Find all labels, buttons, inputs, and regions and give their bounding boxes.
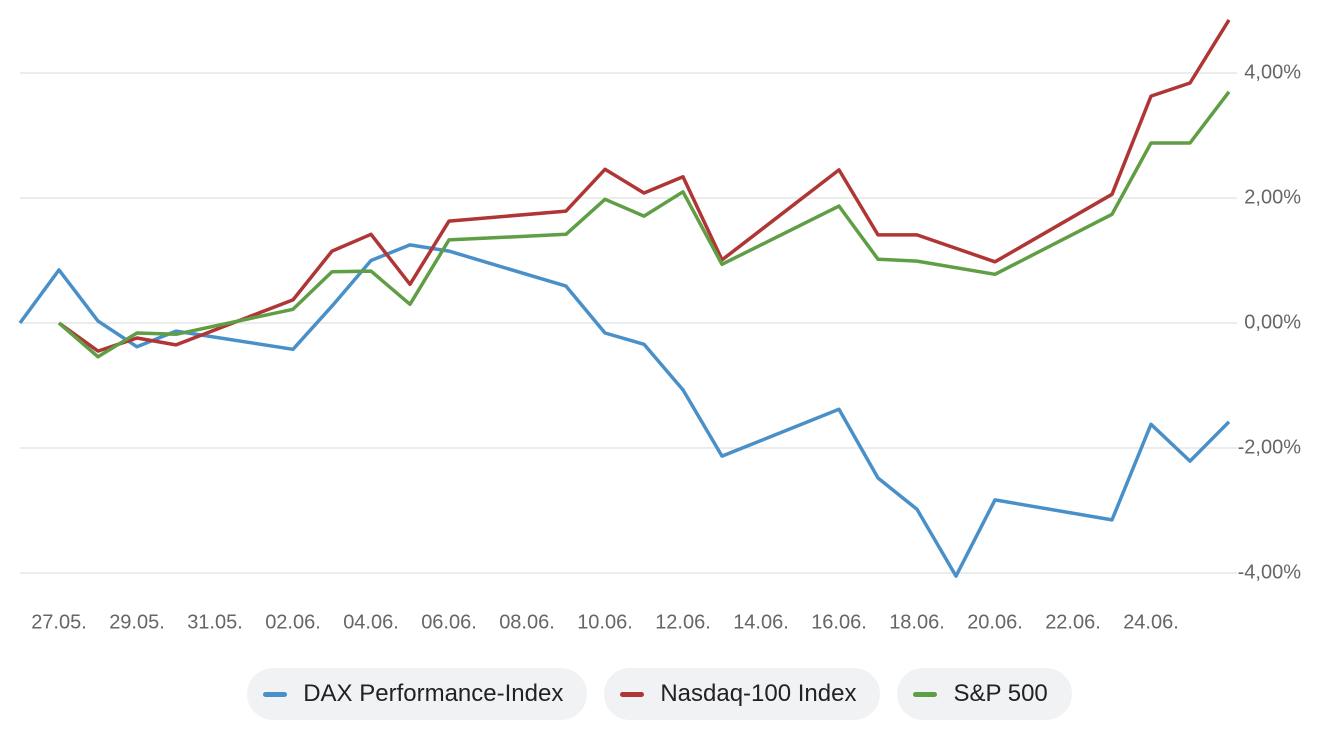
legend-item[interactable]: Nasdaq-100 Index xyxy=(604,668,881,720)
y-tick-label: 0,00% xyxy=(1244,311,1301,333)
x-tick-label: 27.05. xyxy=(31,611,87,633)
legend-item[interactable]: DAX Performance-Index xyxy=(247,668,588,720)
x-tick-label: 10.06. xyxy=(577,611,633,633)
x-tick-label: 24.06. xyxy=(1123,611,1179,633)
x-tick-label: 04.06. xyxy=(343,611,399,633)
series-line xyxy=(57,90,1231,359)
x-tick-label: 12.06. xyxy=(655,611,711,633)
y-tick-label: 4,00% xyxy=(1244,61,1301,83)
x-tick-label: 20.06. xyxy=(967,611,1023,633)
x-tick-label: 02.06. xyxy=(265,611,321,633)
chart: -4,00% -2,00% 0,00% 2,00% 4,00% 27.05. 29.05. 3… xyxy=(18,18,1302,633)
y-tick-label: 2,00% xyxy=(1244,186,1301,208)
x-tick-label: 31.05. xyxy=(187,611,243,633)
x-tick-label: 16.06. xyxy=(811,611,867,633)
x-tick-label: 06.06. xyxy=(421,611,477,633)
y-tick-label: -2,00% xyxy=(1238,436,1302,458)
x-tick-label: 22.06. xyxy=(1045,611,1101,633)
legend-item[interactable]: S&P 500 xyxy=(897,668,1072,720)
x-tick-label: 08.06. xyxy=(499,611,555,633)
legend-swatch xyxy=(913,691,938,697)
legend-label: DAX Performance-Index xyxy=(303,680,564,707)
legend-label: S&P 500 xyxy=(953,680,1048,707)
legend-label: Nasdaq-100 Index xyxy=(660,680,857,707)
series-line xyxy=(57,18,1231,353)
legend-swatch xyxy=(620,691,645,697)
y-tick-label: -4,00% xyxy=(1238,561,1302,583)
legend-swatch xyxy=(263,691,288,697)
x-tick-label: 14.06. xyxy=(733,611,789,633)
legend: DAX Performance-Index Nasdaq-100 Index S&P… xyxy=(0,668,1319,720)
series-line xyxy=(18,243,1231,578)
x-tick-label: 29.05. xyxy=(109,611,165,633)
x-tick-label: 18.06. xyxy=(889,611,945,633)
